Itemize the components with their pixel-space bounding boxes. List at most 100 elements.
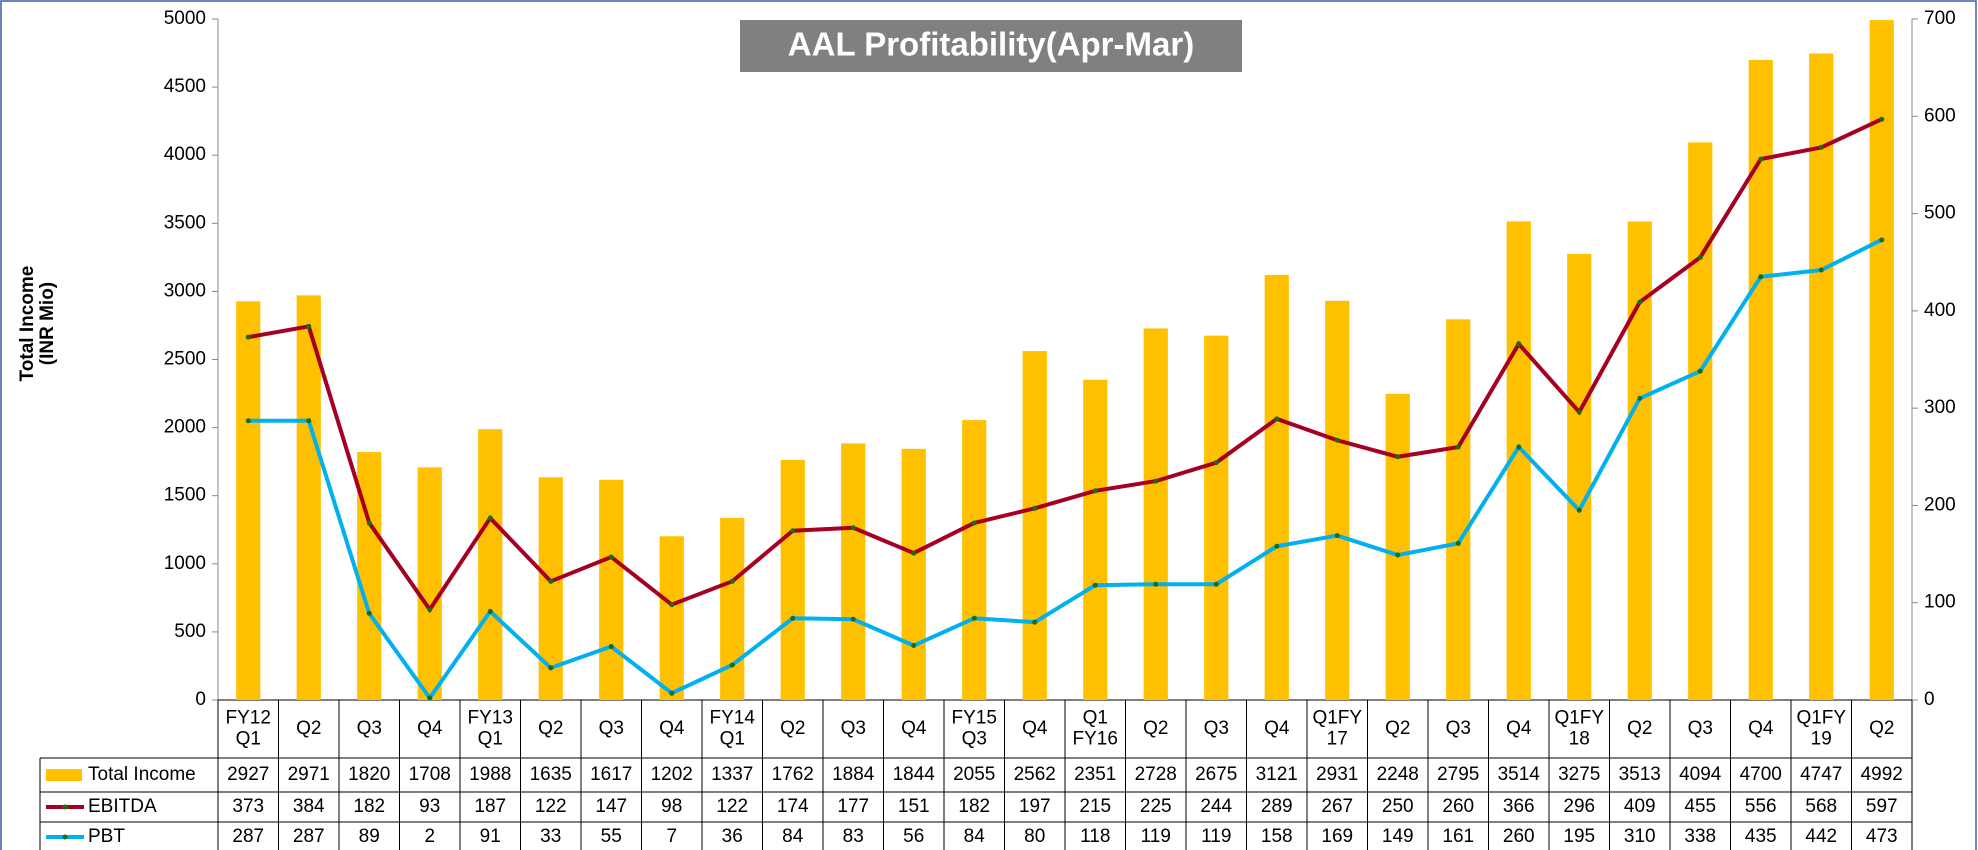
x-tick-label: Q2 [1385, 718, 1410, 739]
table-cell: 187 [474, 796, 506, 817]
bar [1869, 20, 1894, 700]
marker [1395, 552, 1401, 558]
legend-label: PBT [88, 826, 125, 847]
y-tick-label: 500 [174, 621, 206, 642]
marker [1818, 267, 1824, 273]
table-cell: 2 [424, 826, 435, 847]
table-cell: 2971 [288, 764, 330, 785]
table-cell: 244 [1200, 796, 1232, 817]
y-tick-label: 1500 [164, 485, 206, 506]
marker [850, 616, 856, 622]
x-tick-label: Q2 [780, 718, 805, 739]
marker [1032, 619, 1038, 625]
marker [1213, 460, 1219, 466]
x-tick-label: Q4 [1748, 718, 1774, 739]
x-tick-label: Q3 [1688, 718, 1713, 739]
table-cell: 177 [837, 796, 869, 817]
marker [427, 607, 433, 613]
y2-tick-label: 0 [1924, 689, 1935, 710]
marker [850, 525, 856, 531]
table-cell: 84 [964, 826, 986, 847]
marker [548, 665, 554, 671]
bar [1809, 53, 1834, 700]
bar [1325, 300, 1350, 700]
y-tick-label: 5000 [164, 8, 206, 29]
table-cell: 4094 [1679, 764, 1722, 785]
table-cell: 2795 [1437, 764, 1479, 785]
table-cell: 1635 [530, 764, 572, 785]
marker [1455, 540, 1461, 546]
x-tick-label: Q4 [1022, 718, 1048, 739]
table-cell: 3513 [1619, 764, 1661, 785]
table-cell: 161 [1442, 826, 1474, 847]
table-cell: 310 [1624, 826, 1656, 847]
marker [1334, 533, 1340, 539]
table-cell: 1844 [893, 764, 936, 785]
marker [1576, 409, 1582, 415]
y-tick-label: 4500 [164, 76, 206, 97]
x-tick-label: FY15 Q3 [952, 708, 997, 750]
x-tick-label: Q1FY 17 [1312, 708, 1362, 750]
y2-tick-label: 500 [1924, 203, 1956, 224]
bar [1264, 274, 1289, 700]
y2-tick-label: 200 [1924, 494, 1956, 515]
table-cell: 4992 [1861, 764, 1903, 785]
marker [245, 334, 251, 340]
table-cell: 36 [722, 826, 743, 847]
y-tick-label: 3500 [164, 212, 206, 233]
table-cell: 2248 [1377, 764, 1419, 785]
marker [306, 418, 312, 424]
marker [487, 515, 493, 521]
table-cell: 151 [898, 796, 930, 817]
table-cell: 473 [1866, 826, 1898, 847]
bar [296, 295, 321, 700]
table-cell: 215 [1079, 796, 1111, 817]
table-cell: 384 [293, 796, 325, 817]
table-cell: 33 [540, 826, 561, 847]
marker [608, 554, 614, 560]
legend-swatch [62, 804, 68, 810]
x-tick-label: Q1 FY16 [1073, 708, 1118, 750]
table-cell: 597 [1866, 796, 1898, 817]
marker [1153, 581, 1159, 587]
table-cell: 366 [1503, 796, 1535, 817]
table-cell: 119 [1141, 826, 1171, 847]
marker [669, 690, 675, 696]
x-tick-label: FY13 Q1 [468, 708, 513, 750]
table-cell: 287 [293, 826, 325, 847]
marker [366, 610, 372, 616]
table-cell: 55 [601, 826, 622, 847]
table-cell: 1988 [469, 764, 511, 785]
marker [1153, 478, 1159, 484]
x-tick-label: FY12 Q1 [226, 708, 271, 750]
table-cell: 158 [1261, 826, 1293, 847]
marker [306, 323, 312, 329]
table-cell: 83 [843, 826, 864, 847]
table-cell: 338 [1684, 826, 1716, 847]
table-cell: 2562 [1014, 764, 1056, 785]
marker [608, 643, 614, 649]
marker [1637, 299, 1643, 305]
marker [427, 695, 433, 701]
table-cell: 409 [1624, 796, 1656, 817]
x-tick-label: Q3 [1446, 718, 1471, 739]
table-cell: 56 [903, 826, 924, 847]
table-cell: 4747 [1800, 764, 1842, 785]
table-cell: 2055 [953, 764, 995, 785]
table-cell: 225 [1140, 796, 1172, 817]
table-cell: 1820 [348, 764, 390, 785]
y2-tick-label: 300 [1924, 397, 1956, 418]
bar [1627, 221, 1652, 700]
marker [1516, 444, 1522, 450]
table-cell: 260 [1442, 796, 1474, 817]
chart-title: AAL Profitability(Apr-Mar) [788, 26, 1194, 63]
table-cell: 1708 [409, 764, 451, 785]
table-cell: 174 [777, 796, 809, 817]
marker [1274, 543, 1280, 549]
bar [478, 429, 503, 700]
bar [236, 301, 261, 700]
marker [1879, 237, 1885, 243]
marker [1334, 437, 1340, 443]
